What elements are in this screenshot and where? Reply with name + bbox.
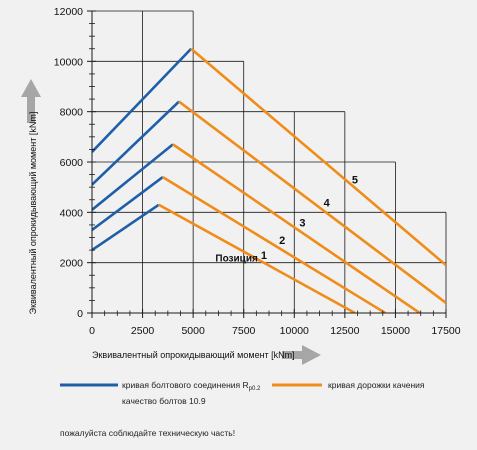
position-label-3: 3	[299, 217, 305, 229]
x-tick-label: 10000	[280, 325, 309, 337]
footnote: пожалуйста соблюдайте техническую часть!	[60, 428, 235, 438]
y-tick-label: 10000	[54, 56, 83, 68]
x-tick-label: 5000	[181, 325, 205, 337]
y-tick-label: 2000	[60, 258, 84, 270]
series-layer	[92, 47, 446, 313]
y-tick-label: 4000	[60, 207, 84, 219]
position-label-2: 2	[279, 235, 285, 247]
position-caption: Позиция	[215, 254, 258, 265]
y-arrow-shaft	[27, 95, 35, 123]
x-tick-label: 0	[89, 325, 95, 337]
legend-label-bolt-subscript: p0.2	[249, 386, 261, 392]
series-raceway-3	[172, 143, 421, 313]
x-tick-label: 15000	[381, 325, 410, 337]
series-raceway-4	[178, 100, 446, 304]
series-raceway-5	[190, 47, 446, 267]
x-axis-title: Эквивалентный опрокидывающий момент [kNm…	[92, 350, 295, 360]
axes: 0 2000 4000 6000 8000 10000 12000 0 2500 5000 7500…	[21, 6, 461, 365]
y-tick-label: 0	[77, 308, 83, 320]
series-bolt-5	[92, 47, 193, 153]
y-tick-label: 12000	[54, 6, 83, 18]
legend-label-bolt-line2: качество болтов 10.9	[122, 396, 206, 406]
position-label-1: 1	[261, 250, 267, 262]
x-tick-label: 2500	[131, 325, 155, 337]
legend: кривая болтового соединения Rp0.2 качест…	[60, 380, 425, 406]
legend-label-raceway: кривая дорожки качения	[328, 380, 425, 390]
position-label-4: 4	[324, 197, 331, 209]
legend-label-bolt: кривая болтового соединения Rp0.2	[122, 380, 261, 392]
x-tick-label: 7500	[232, 325, 256, 337]
y-tick-label: 6000	[60, 157, 84, 169]
grid	[92, 10, 447, 313]
y-arrow-head	[21, 79, 41, 97]
series-bolt-1	[92, 203, 160, 252]
x-tick-label: 12500	[330, 325, 359, 337]
x-arrow-head	[302, 345, 321, 365]
series-bolt-3	[92, 143, 174, 211]
legend-label-bolt-main: кривая болтового соединения R	[122, 380, 249, 390]
series-bolt-2	[92, 176, 164, 231]
x-tick-label: 17500	[431, 325, 460, 337]
y-axis-title: Эквивалентный опрокидывающий момент [kNm…	[28, 112, 38, 315]
position-label-5: 5	[352, 175, 358, 187]
series-raceway-1	[158, 203, 356, 313]
x-arrow-shaft	[282, 351, 304, 359]
position-labels: Позиция 12 3 4 5	[215, 175, 358, 265]
series-bolt-4	[92, 100, 180, 186]
y-tick-label: 8000	[60, 107, 84, 119]
series-raceway-2	[162, 175, 386, 313]
